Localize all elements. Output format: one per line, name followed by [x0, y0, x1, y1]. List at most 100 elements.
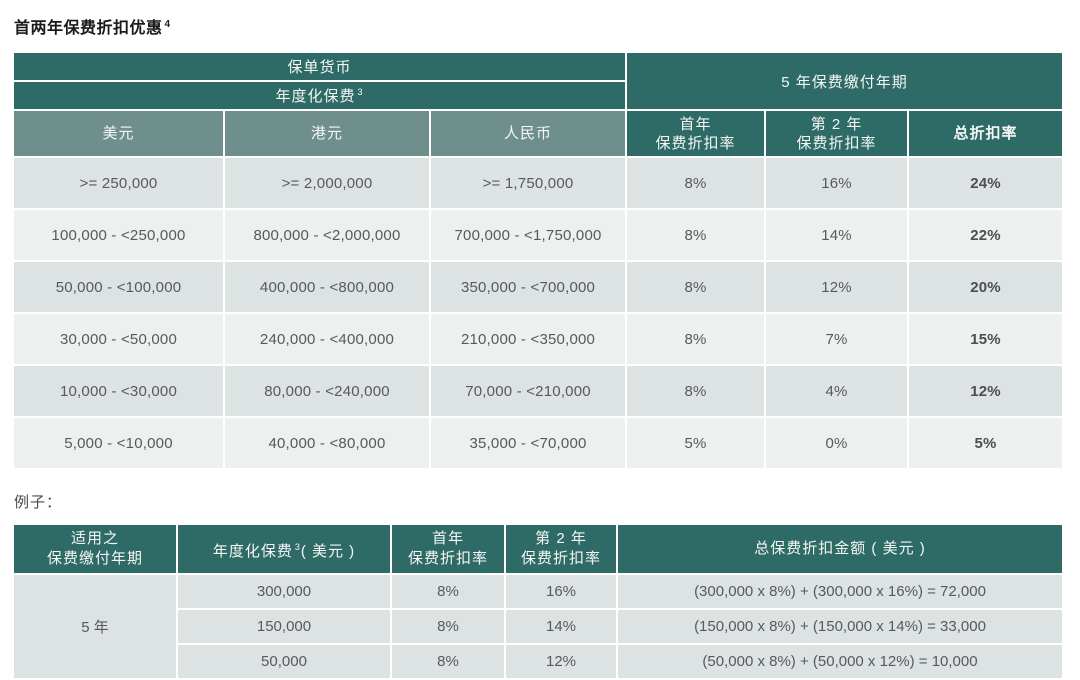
premium-currency-suffix: ( 美元 ): [300, 542, 356, 560]
usd-range-cell: 50,000 - <100,000: [14, 262, 223, 312]
total-rate-cell: 5%: [909, 418, 1063, 468]
usd-range-cell: 30,000 - <50,000: [14, 314, 223, 364]
second-year-rate-cell: 0%: [766, 418, 908, 468]
usd-range-cell: 5,000 - <10,000: [14, 418, 223, 468]
first-year-rate-header: 首年 保费折扣率: [627, 111, 765, 156]
table-header-row: 保单货币 5 年保费缴付年期: [14, 53, 1063, 109]
table-row: 5,000 - <10,000 40,000 - <80,000 35,000 …: [14, 418, 1063, 468]
first-year-rate-cell: 8%: [627, 262, 765, 312]
table-row: 50,000 - <100,000 400,000 - <800,000 350…: [14, 262, 1063, 312]
applicable-term-header: 适用之 保费缴付年期: [14, 525, 176, 573]
rmb-range-cell: >= 1,750,000: [431, 158, 626, 208]
table-row: >= 250,000 >= 2,000,000 >= 1,750,000 8% …: [14, 158, 1063, 208]
table-row: 150,000 8% 14% (150,000 x 8%) + (150,000…: [14, 610, 1062, 643]
discount-formula-cell: (300,000 x 8%) + (300,000 x 16%) = 72,00…: [618, 575, 1062, 608]
usd-range-cell: 10,000 - <30,000: [14, 366, 223, 416]
annualized-premium-header: 年度化保费 3: [14, 82, 626, 109]
page-title: 首两年保费折扣优惠 4: [14, 14, 1066, 38]
hkd-range-cell: >= 2,000,000: [225, 158, 429, 208]
second-year-rate-header-line1: 第 2 年: [535, 530, 587, 547]
first-year-rate-cell: 8%: [392, 575, 504, 608]
table-row: 10,000 - <30,000 80,000 - <240,000 70,00…: [14, 366, 1063, 416]
first-year-rate-cell: 8%: [627, 366, 765, 416]
total-rate-cell: 20%: [909, 262, 1063, 312]
page-title-footnote-marker: 4: [164, 18, 171, 30]
applicable-term-header-line1: 适用之: [70, 530, 119, 547]
policy-currency-header: 保单货币: [14, 53, 626, 80]
premium-cell: 50,000: [178, 645, 390, 678]
first-year-rate-cell: 8%: [627, 158, 765, 208]
second-year-rate-cell: 16%: [766, 158, 908, 208]
payment-term-header: 5 年保费缴付年期: [627, 53, 1063, 109]
second-year-rate-cell: 4%: [766, 366, 908, 416]
total-rate-cell: 12%: [909, 366, 1063, 416]
premium-footnote-marker: 3: [294, 541, 301, 552]
second-year-rate-cell: 14%: [506, 610, 616, 643]
second-year-rate-header-line2: 保费折扣率: [796, 134, 877, 152]
first-year-rate-header: 首年 保费折扣率: [392, 525, 504, 573]
payment-term-value-cell: 5 年: [14, 575, 176, 678]
total-discount-amount-header: 总保费折扣金额 ( 美元 ): [618, 525, 1062, 573]
total-rate-cell: 15%: [909, 314, 1063, 364]
premium-cell: 150,000: [178, 610, 390, 643]
page-title-text: 首两年保费折扣优惠: [14, 20, 163, 37]
first-year-rate-cell: 8%: [392, 610, 504, 643]
annualized-premium-label: 年度化保费: [275, 88, 356, 105]
total-rate-cell: 24%: [909, 158, 1063, 208]
rmb-range-cell: 350,000 - <700,000: [431, 262, 626, 312]
first-year-rate-cell: 8%: [392, 645, 504, 678]
hkd-range-cell: 240,000 - <400,000: [225, 314, 429, 364]
payment-term-label: 5 年保费缴付年期: [781, 73, 908, 91]
second-year-rate-header: 第 2 年 保费折扣率: [506, 525, 616, 573]
example-table: 适用之 保费缴付年期 年度化保费 3( 美元 ) 首年 保费折扣率 第 2 年 保…: [12, 523, 1064, 680]
table-subheader-row: 美元 港元 人民币 首年 保费折扣率 第 2 年 保费折扣率 总折扣率: [14, 111, 1063, 156]
hkd-range-cell: 800,000 - <2,000,000: [225, 210, 429, 260]
total-rate-header: 总折扣率: [909, 111, 1063, 156]
usd-range-cell: 100,000 - <250,000: [14, 210, 223, 260]
second-year-rate-cell: 12%: [506, 645, 616, 678]
rmb-range-cell: 210,000 - <350,000: [431, 314, 626, 364]
first-year-rate-header-line2: 保费折扣率: [407, 550, 488, 567]
annualized-premium-usd-header: 年度化保费 3( 美元 ): [178, 525, 390, 573]
currency-rmb-header: 人民币: [431, 111, 626, 156]
first-year-rate-header-line1: 首年: [679, 115, 712, 133]
hkd-range-cell: 80,000 - <240,000: [225, 366, 429, 416]
total-rate-cell: 22%: [909, 210, 1063, 260]
table-row: 5 年 300,000 8% 16% (300,000 x 8%) + (300…: [14, 575, 1062, 678]
rmb-range-cell: 70,000 - <210,000: [431, 366, 626, 416]
first-year-rate-cell: 8%: [627, 314, 765, 364]
discount-formula-cell: (150,000 x 8%) + (150,000 x 14%) = 33,00…: [618, 610, 1062, 643]
hkd-range-cell: 400,000 - <800,000: [225, 262, 429, 312]
currency-usd-header: 美元: [14, 111, 223, 156]
rmb-range-cell: 700,000 - <1,750,000: [431, 210, 626, 260]
annualized-premium-label: 年度化保费: [212, 542, 293, 560]
second-year-rate-cell: 14%: [766, 210, 908, 260]
hkd-range-cell: 40,000 - <80,000: [225, 418, 429, 468]
table-header-row: 适用之 保费缴付年期 年度化保费 3( 美元 ) 首年 保费折扣率 第 2 年 保…: [14, 525, 1062, 573]
first-year-rate-cell: 8%: [627, 210, 765, 260]
second-year-rate-header-line2: 保费折扣率: [520, 550, 601, 567]
second-year-rate-header-line1: 第 2 年: [810, 115, 863, 133]
premium-cell: 300,000: [178, 575, 390, 608]
table-row: 50,000 8% 12% (50,000 x 8%) + (50,000 x …: [14, 645, 1062, 678]
applicable-term-header-line2: 保费缴付年期: [46, 550, 143, 567]
premium-footnote-marker: 3: [357, 87, 364, 97]
currency-hkd-header: 港元: [225, 111, 429, 156]
table-header-row: 年度化保费 3: [14, 82, 1062, 109]
first-year-rate-header-line2: 保费折扣率: [655, 134, 736, 152]
table-row: 100,000 - <250,000 800,000 - <2,000,000 …: [14, 210, 1063, 260]
policy-currency-label: 保单货币: [287, 59, 352, 76]
usd-range-cell: >= 250,000: [14, 158, 223, 208]
second-year-rate-header: 第 2 年 保费折扣率: [766, 111, 908, 156]
discount-formula-cell: (50,000 x 8%) + (50,000 x 12%) = 10,000: [618, 645, 1062, 678]
second-year-rate-cell: 16%: [506, 575, 616, 608]
second-year-rate-cell: 12%: [766, 262, 908, 312]
rmb-range-cell: 35,000 - <70,000: [431, 418, 626, 468]
second-year-rate-cell: 7%: [766, 314, 908, 364]
first-year-rate-header-line1: 首年: [431, 530, 464, 547]
example-label: 例子：: [14, 494, 63, 511]
table-row: 30,000 - <50,000 240,000 - <400,000 210,…: [14, 314, 1063, 364]
discount-tier-table: 保单货币 5 年保费缴付年期 年度化保费 3 美元 港元 人民币 首年 保费折扣率…: [12, 51, 1064, 470]
first-year-rate-cell: 5%: [627, 418, 765, 468]
